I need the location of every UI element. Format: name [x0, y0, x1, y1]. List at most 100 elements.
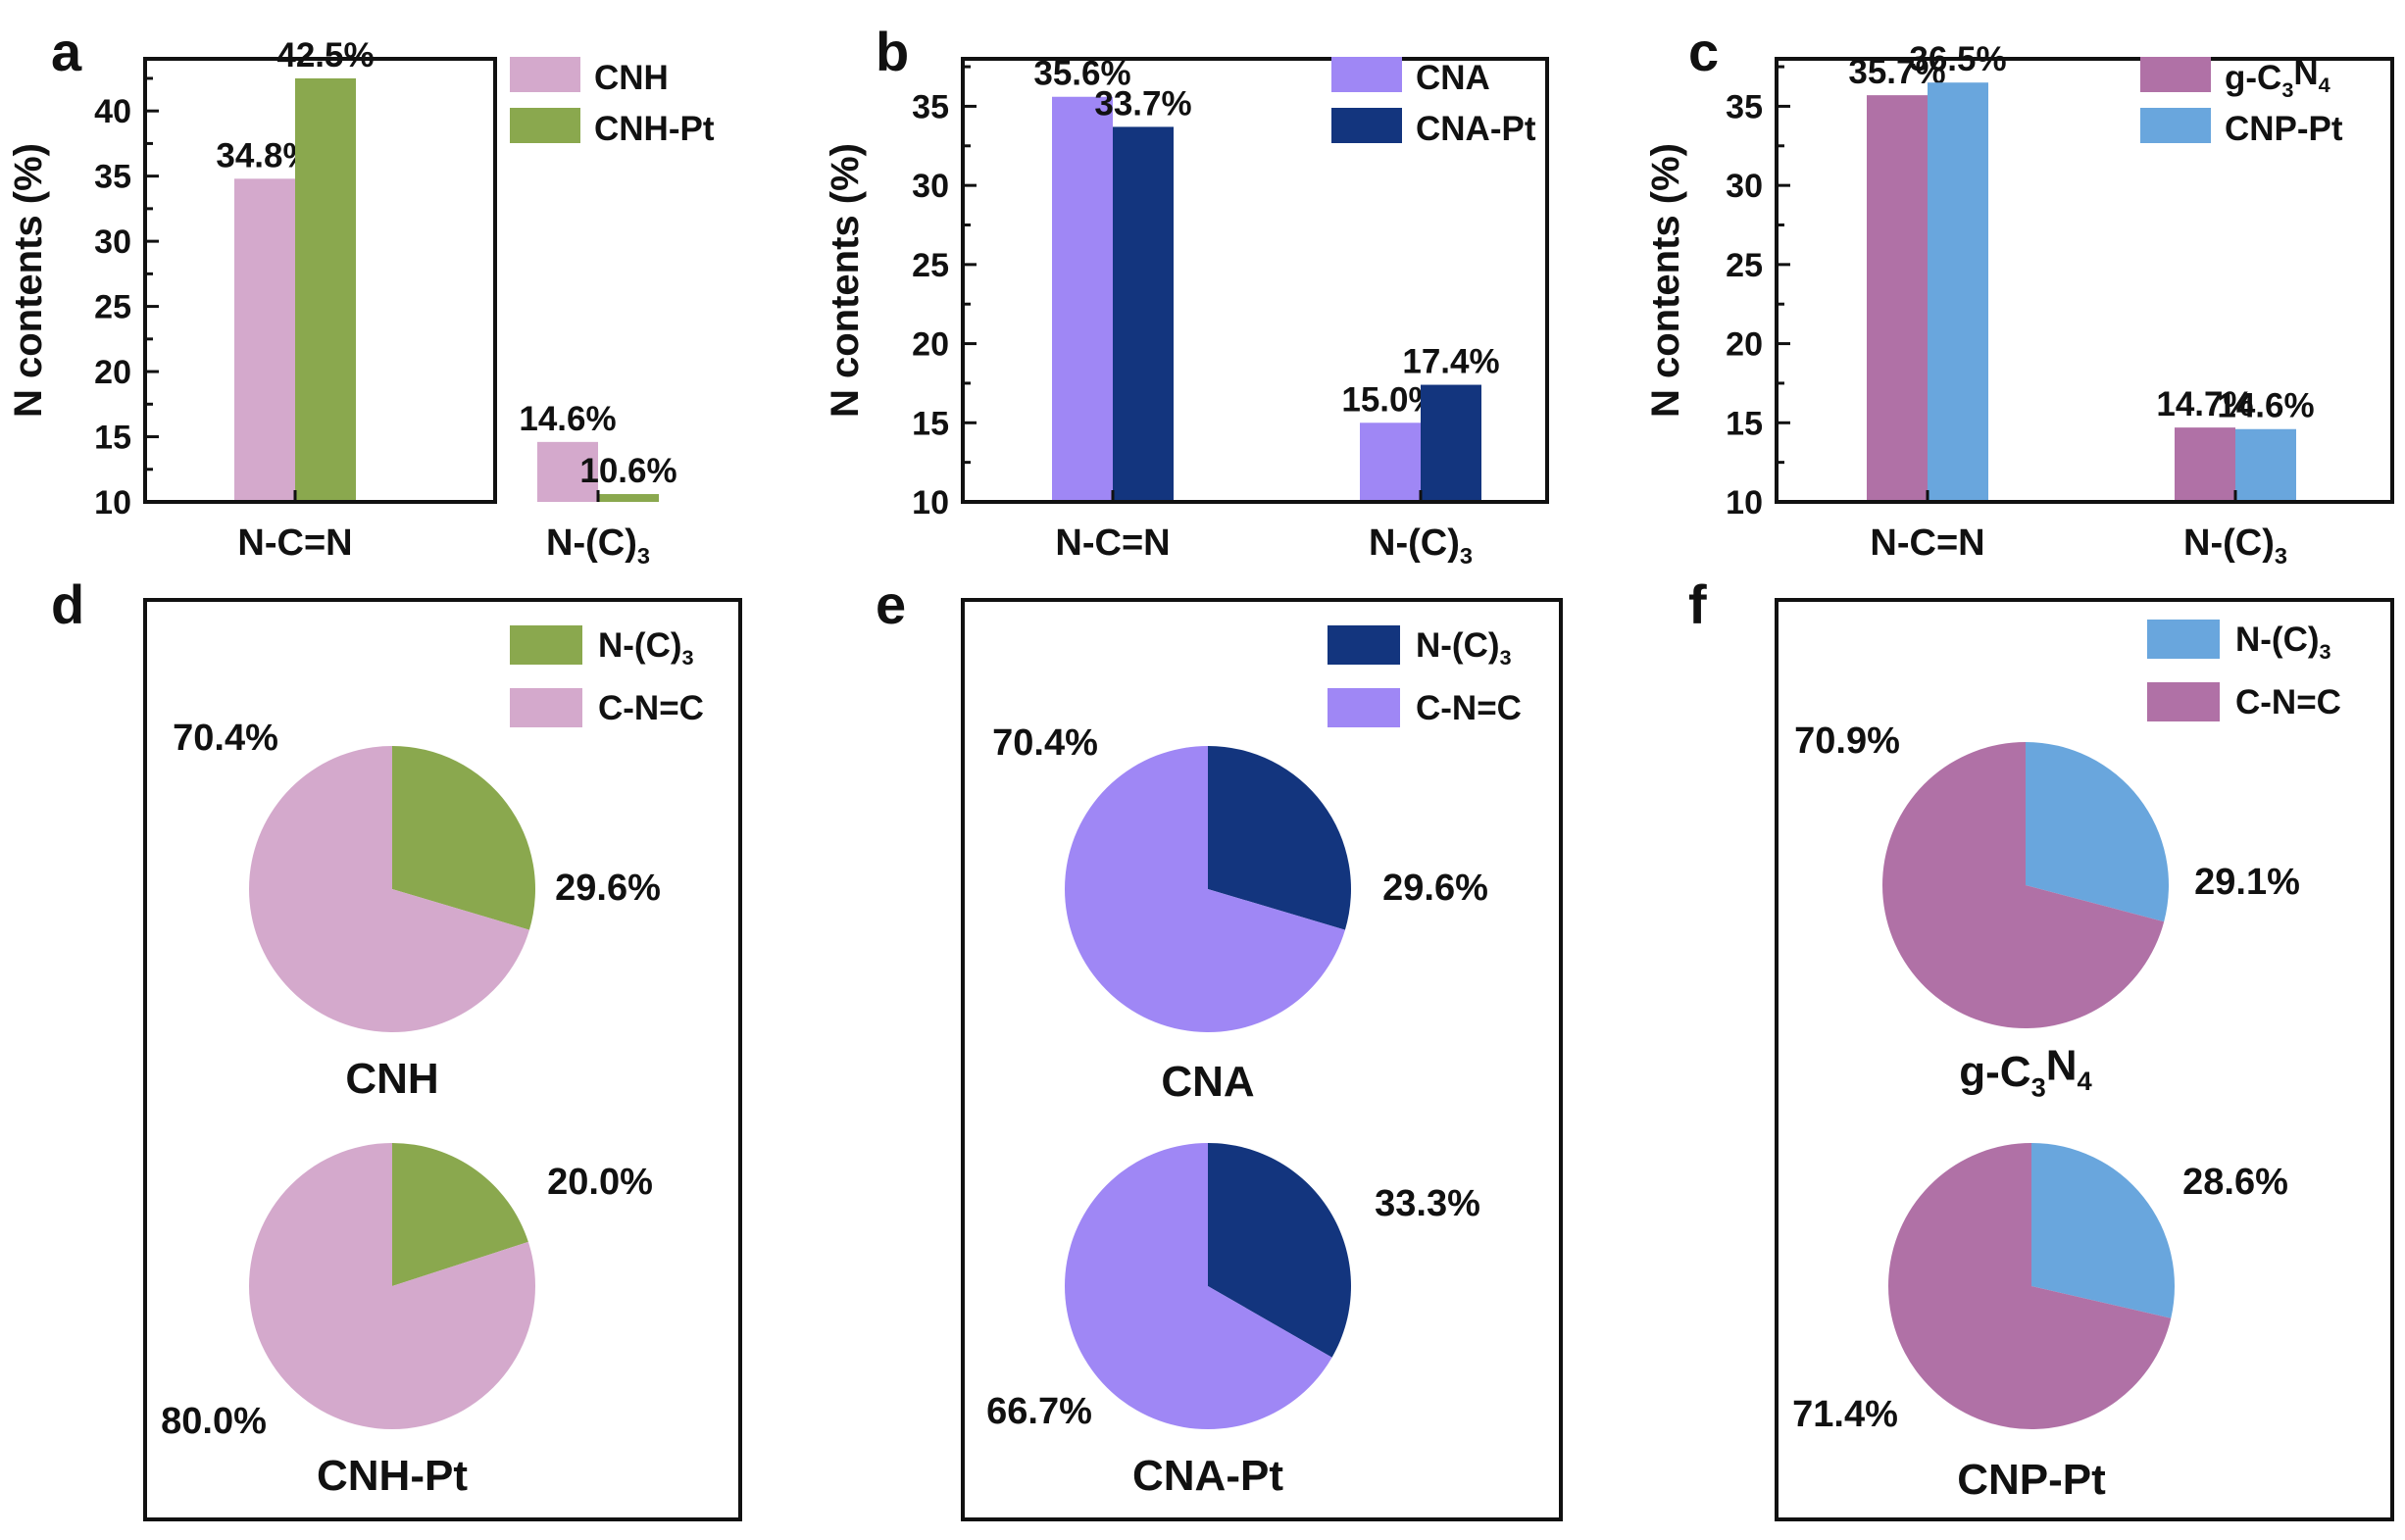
x-tick-label-b-0: N-C=N: [1055, 522, 1170, 564]
pie-label-f-1-1: 71.4%: [1792, 1394, 1898, 1435]
bar-c-s1-c0: [1928, 82, 1988, 502]
pie-label-e-0-0: 29.6%: [1382, 868, 1488, 909]
panel-label-b: b: [876, 21, 909, 82]
data-label-a-s0-c1: 14.6%: [519, 400, 616, 438]
legend-label-a-1: CNH-Pt: [594, 110, 715, 148]
bar-b-s0-c1: [1360, 422, 1421, 502]
legend-swatch-f-1: [2147, 682, 2220, 721]
x-tick-label-c-0: N-C=N: [1870, 522, 1984, 564]
legend-swatch-f-0: [2147, 620, 2220, 659]
bar-a-s1-c1: [598, 494, 659, 502]
pie-slice-e-1-0: [1208, 1143, 1351, 1358]
bar-c-s1-c1: [2235, 428, 2296, 502]
legend-swatch-e-1: [1328, 688, 1400, 727]
x-tick-label-b-1: N-(C)3: [1369, 522, 1473, 569]
legend-label-f-0-main: N-(C): [2235, 621, 2320, 659]
y-tick-label-b: 10: [912, 484, 949, 522]
legend-label-f-1: C-N=C: [2235, 683, 2341, 721]
y-tick-label-a: 35: [94, 159, 131, 196]
data-label-b-s0-c0: 35.6%: [1033, 55, 1130, 93]
pie-slice-e-1-1: [1064, 1143, 1332, 1429]
x-tick-label-c-1-sub: 3: [2275, 543, 2287, 569]
y-tick-label-a: 10: [94, 484, 131, 522]
legend-label-b-1-main: CNA-Pt: [1416, 110, 1536, 148]
legend-label-e-0-sub: 3: [1500, 645, 1512, 670]
data-label-c-s1-c1: 14.6%: [2217, 387, 2314, 425]
legend-swatch-c-1: [2140, 108, 2211, 143]
pie-title-f-0-sub2: 4: [2078, 1066, 2093, 1096]
legend-label-c-0-main2: N: [2293, 54, 2318, 92]
bar-a-s0-c1: [537, 441, 598, 502]
pie-label-e-1-1: 66.7%: [986, 1391, 1092, 1432]
y-tick-label-a: 20: [94, 354, 131, 391]
legend-swatch-d-0: [510, 625, 582, 665]
plot-frame-f: [1775, 598, 2394, 1521]
pie-label-d-1-1: 80.0%: [161, 1401, 267, 1442]
pie-title-f-0-main2: N: [2046, 1042, 2078, 1090]
x-tick-label-b-1-main: N-(C): [1369, 522, 1460, 564]
pie-title-f-0-sub: 3: [2031, 1071, 2046, 1102]
y-tick-label-b: 30: [912, 168, 949, 205]
y-tick-label-c: 35: [1726, 88, 1763, 125]
pie-label-d-0-1: 70.4%: [173, 718, 278, 759]
pie-panel-e: e N-(C)3 C-N=C 29.6% 70.4% CNA 33.3% 66.7% CNA-P…: [876, 573, 1563, 1521]
y-tick-label-c: 15: [1726, 405, 1763, 442]
legend-label-e-0: N-(C)3: [1416, 626, 1512, 670]
y-tick-label-c: 30: [1726, 168, 1763, 205]
bar-c-s0-c0: [1867, 95, 1928, 502]
legend-label-f-0-sub: 3: [2320, 639, 2331, 664]
pie-title-f-0: g-C3N4: [1959, 1042, 2092, 1103]
legend-label-d-1-main: C-N=C: [598, 689, 704, 727]
legend-label-b-1: CNA-Pt: [1416, 110, 1536, 148]
y-tick-label-b: 20: [912, 326, 949, 364]
legend-swatch-b-1: [1331, 108, 1402, 143]
bar-b-s1-c0: [1113, 126, 1174, 502]
x-tick-label-a-1-sub: 3: [637, 543, 650, 569]
data-label-b-s1-c0: 33.7%: [1094, 84, 1191, 123]
x-tick-label-c-0-main: N-C=N: [1870, 522, 1984, 564]
pie-label-d-1-0: 20.0%: [547, 1162, 653, 1203]
bar-a-s1-c0: [295, 77, 356, 503]
legend-label-c-0-main: g-C: [2225, 59, 2281, 97]
legend-label-e-1: C-N=C: [1416, 689, 1522, 727]
pie-label-d-0-0: 29.6%: [555, 868, 661, 909]
pie-slice-d-0-0: [392, 746, 535, 930]
panel-label-f: f: [1688, 573, 1707, 635]
legend-swatch-a-0: [510, 57, 580, 92]
pie-label-f-0-1: 70.9%: [1794, 720, 1900, 762]
legend-label-d-0-main: N-(C): [598, 626, 682, 665]
pie-title-f-1-main: CNP-Pt: [1957, 1456, 2106, 1504]
pie-label-e-1-0: 33.3%: [1375, 1183, 1480, 1224]
panel-label-d: d: [51, 573, 84, 635]
bar-panel-a: a34.8%14.6%42.5%10.6%10152025303540N-C=N…: [7, 21, 715, 569]
pie-title-e-0-main: CNA: [1161, 1058, 1254, 1106]
y-tick-label-a: 40: [94, 93, 131, 130]
legend-swatch-e-0: [1328, 625, 1400, 665]
pie-panel-d: d N-(C)3 C-N=C 29.6% 70.4% CNH 20.0% 80.0% CNH-P…: [51, 573, 742, 1521]
pie-slice-d-0-1: [249, 746, 529, 1032]
x-tick-label-a-1: N-(C)3: [546, 522, 650, 569]
data-label-c-s0-c1: 14.7%: [2156, 385, 2253, 423]
x-tick-label-c-1: N-(C)3: [2183, 522, 2287, 569]
bar-a-s0-c0: [234, 178, 295, 502]
bar-c-s0-c1: [2175, 427, 2235, 502]
pie-title-d-0: CNH: [345, 1055, 438, 1103]
legend-label-a-0-main: CNH: [594, 59, 669, 97]
y-tick-label-b: 15: [912, 405, 949, 442]
y-tick-label-a: 15: [94, 420, 131, 457]
pie-slice-d-1-1: [249, 1143, 535, 1429]
pie-label-e-0-1: 70.4%: [992, 722, 1098, 764]
panel-label-c: c: [1688, 21, 1719, 82]
y-tick-label-c: 10: [1726, 484, 1763, 522]
plot-frame-a: [143, 57, 497, 504]
pie-slice-f-0-1: [1881, 742, 2165, 1028]
panel-label-a: a: [51, 21, 82, 82]
legend-swatch-b-0: [1331, 57, 1402, 92]
legend-label-c-1: CNP-Pt: [2225, 110, 2343, 148]
pie-title-f-1: CNP-Pt: [1957, 1456, 2106, 1504]
legend-label-c-0-sub: 3: [2281, 77, 2293, 102]
y-axis-label-b: N contents (%): [824, 143, 867, 418]
